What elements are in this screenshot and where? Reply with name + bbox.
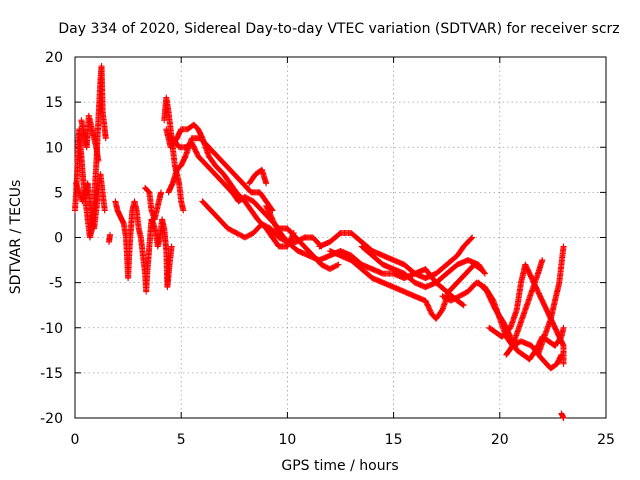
data-marker-track (316, 230, 476, 282)
y-tick-label: 0 (54, 231, 63, 247)
data-marker-track (326, 248, 484, 322)
data-marker-track (161, 94, 187, 214)
x-axis-label: GPS time / hours (281, 458, 398, 474)
series-sat-e (112, 198, 175, 295)
data-points (72, 63, 567, 421)
series-sat-j (165, 135, 276, 214)
y-tick-label: -15 (40, 366, 63, 382)
data-marker-track (142, 184, 165, 223)
series-sat-b (73, 171, 108, 232)
series-sat-t (503, 257, 546, 358)
data-marker-track (199, 198, 325, 250)
data-marker-track (246, 166, 270, 187)
series-sat-c (78, 112, 102, 164)
series-sat-i (169, 135, 342, 273)
data-marker-track (503, 257, 546, 358)
data-marker-track (535, 243, 567, 358)
data-marker-track (263, 202, 467, 309)
y-tick-label: 5 (54, 185, 63, 201)
x-tick-label: 20 (491, 432, 509, 448)
series-sat-k (199, 198, 325, 250)
data-marker-track (358, 243, 488, 291)
series-sat-d (106, 231, 114, 245)
series-sat-l (246, 166, 270, 187)
chart-title: Day 334 of 2020, Sidereal Day-to-day VTE… (58, 21, 619, 37)
x-tick-label: 5 (177, 432, 186, 448)
series-sat-g (161, 94, 187, 214)
y-tick-label: 10 (45, 140, 63, 156)
x-tick-label: 0 (71, 432, 80, 448)
series-sat-p (358, 243, 488, 291)
series-sat-m (263, 202, 467, 309)
data-marker-track (169, 135, 342, 273)
series-sat-f (142, 184, 165, 223)
y-tick-label: 15 (45, 95, 63, 111)
x-tick-label: 10 (278, 432, 296, 448)
tick-labels: 0 5 10 15 20 25 -20 -15 -10 -5 0 5 10 15 20 (40, 50, 615, 448)
y-axis-label: SDTVAR / TECUs (8, 180, 24, 295)
y-tick-label: -10 (40, 321, 63, 337)
data-marker-track (112, 198, 175, 295)
y-tick-label: -20 (40, 411, 63, 427)
data-marker-track (165, 135, 276, 214)
data-marker-track (78, 112, 102, 164)
x-tick-label: 15 (385, 432, 403, 448)
y-tick-label: 20 (45, 50, 63, 66)
series-sat-v (558, 410, 567, 421)
series-sat-n (316, 230, 476, 282)
y-tick-label: -5 (49, 276, 63, 292)
x-tick-label: 25 (597, 432, 615, 448)
data-marker-track (558, 410, 567, 421)
data-marker-track (73, 171, 108, 232)
axis-ticks (74, 56, 607, 419)
data-marker-track (106, 231, 114, 245)
series-sat-u (535, 243, 567, 358)
series-sat-o (326, 248, 484, 322)
